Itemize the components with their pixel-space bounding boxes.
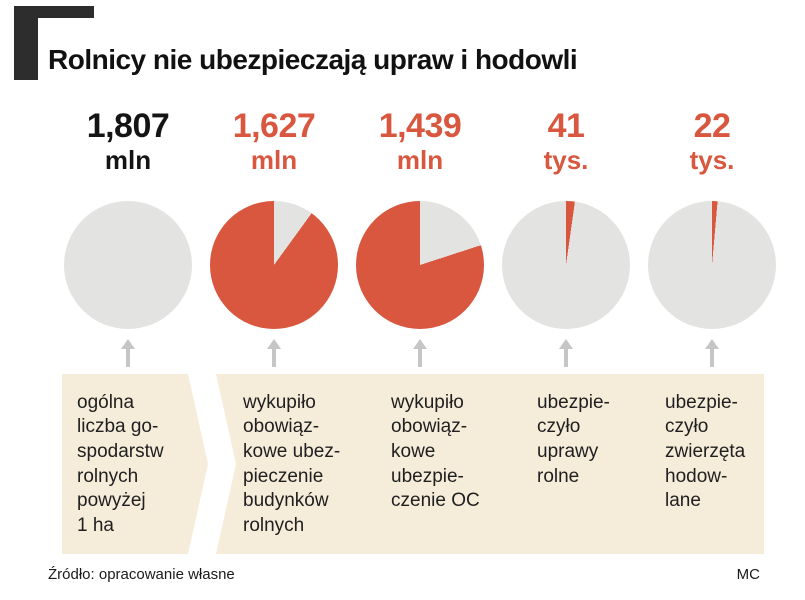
pie-column-building-insurance: 1,627 mln wykupiło obowiąz- kowe ubez- p… [201, 107, 347, 539]
page-title: Rolnicy nie ubezpieczają upraw i hodowli [48, 44, 578, 75]
label-band-left [62, 374, 208, 554]
up-arrow-icon [559, 338, 573, 367]
pie-label: ogólna liczba go- spodarstw rolnych powy… [77, 391, 164, 537]
credit-text: MC [736, 566, 760, 583]
arrow-head [559, 338, 573, 349]
value-number: 1,807 [86, 107, 170, 145]
pie-chart [356, 200, 484, 329]
arrow-head [705, 338, 719, 349]
pie-column-livestock-insurance: 22 tys. ubezpie- czyło zwierzęta hodow- … [639, 107, 785, 539]
pie-column-crop-insurance: 41 tys. ubezpie- czyło uprawy rolne [493, 107, 639, 539]
label-band-right [216, 374, 764, 554]
value-unit: mln [104, 145, 152, 176]
source-text: Źródło: opracowanie własne [48, 566, 235, 583]
footer: Źródło: opracowanie własne MC [48, 566, 760, 583]
value-unit: mln [250, 145, 298, 176]
corner-bracket-vertical [14, 6, 38, 80]
value-number: 22 [693, 107, 731, 145]
corner-bracket-horizontal [14, 6, 94, 18]
arrow-stem [418, 348, 422, 367]
pie-chart [502, 200, 630, 329]
up-arrow-icon [705, 338, 719, 367]
arrow-stem [710, 348, 714, 367]
pie-columns: 1,807 mln ogólna liczba go- spodarstw ro… [55, 107, 785, 539]
value-unit: tys. [543, 145, 589, 176]
pie-chart [648, 200, 776, 329]
value-unit: mln [396, 145, 444, 176]
value-number: 41 [547, 107, 585, 145]
up-arrow-icon [413, 338, 427, 367]
up-arrow-icon [267, 338, 281, 367]
pie-column-oc-insurance: 1,439 mln wykupiło obowiąz- kowe ubezpie… [347, 107, 493, 539]
pie-label: wykupiło obowiąz- kowe ubez- pieczenie b… [243, 391, 341, 537]
pie-label: ubezpie- czyło zwierzęta hodow- lane [665, 391, 746, 512]
pie-label: ubezpie- czyło uprawy rolne [537, 391, 610, 487]
value-unit: tys. [689, 145, 735, 176]
value-number: 1,627 [232, 107, 316, 145]
value-number: 1,439 [378, 107, 462, 145]
pie-chart [64, 200, 192, 329]
pie-chart [210, 200, 338, 329]
arrow-stem [564, 348, 568, 367]
arrow-head [267, 338, 281, 349]
up-arrow-icon [121, 338, 135, 367]
pie-column-total: 1,807 mln ogólna liczba go- spodarstw ro… [55, 107, 201, 539]
arrow-head [121, 338, 135, 349]
pie-label: wykupiło obowiąz- kowe ubezpie- czenie O… [391, 391, 480, 512]
arrow-head [413, 338, 427, 349]
arrow-stem [272, 348, 276, 367]
arrow-stem [126, 348, 130, 367]
